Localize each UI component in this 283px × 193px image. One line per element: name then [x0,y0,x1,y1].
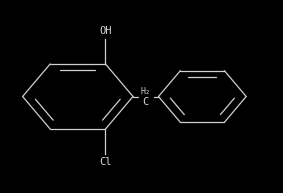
Text: H₂: H₂ [141,86,151,96]
Text: Cl: Cl [99,157,112,167]
Text: C: C [143,97,149,108]
Text: OH: OH [99,26,112,36]
